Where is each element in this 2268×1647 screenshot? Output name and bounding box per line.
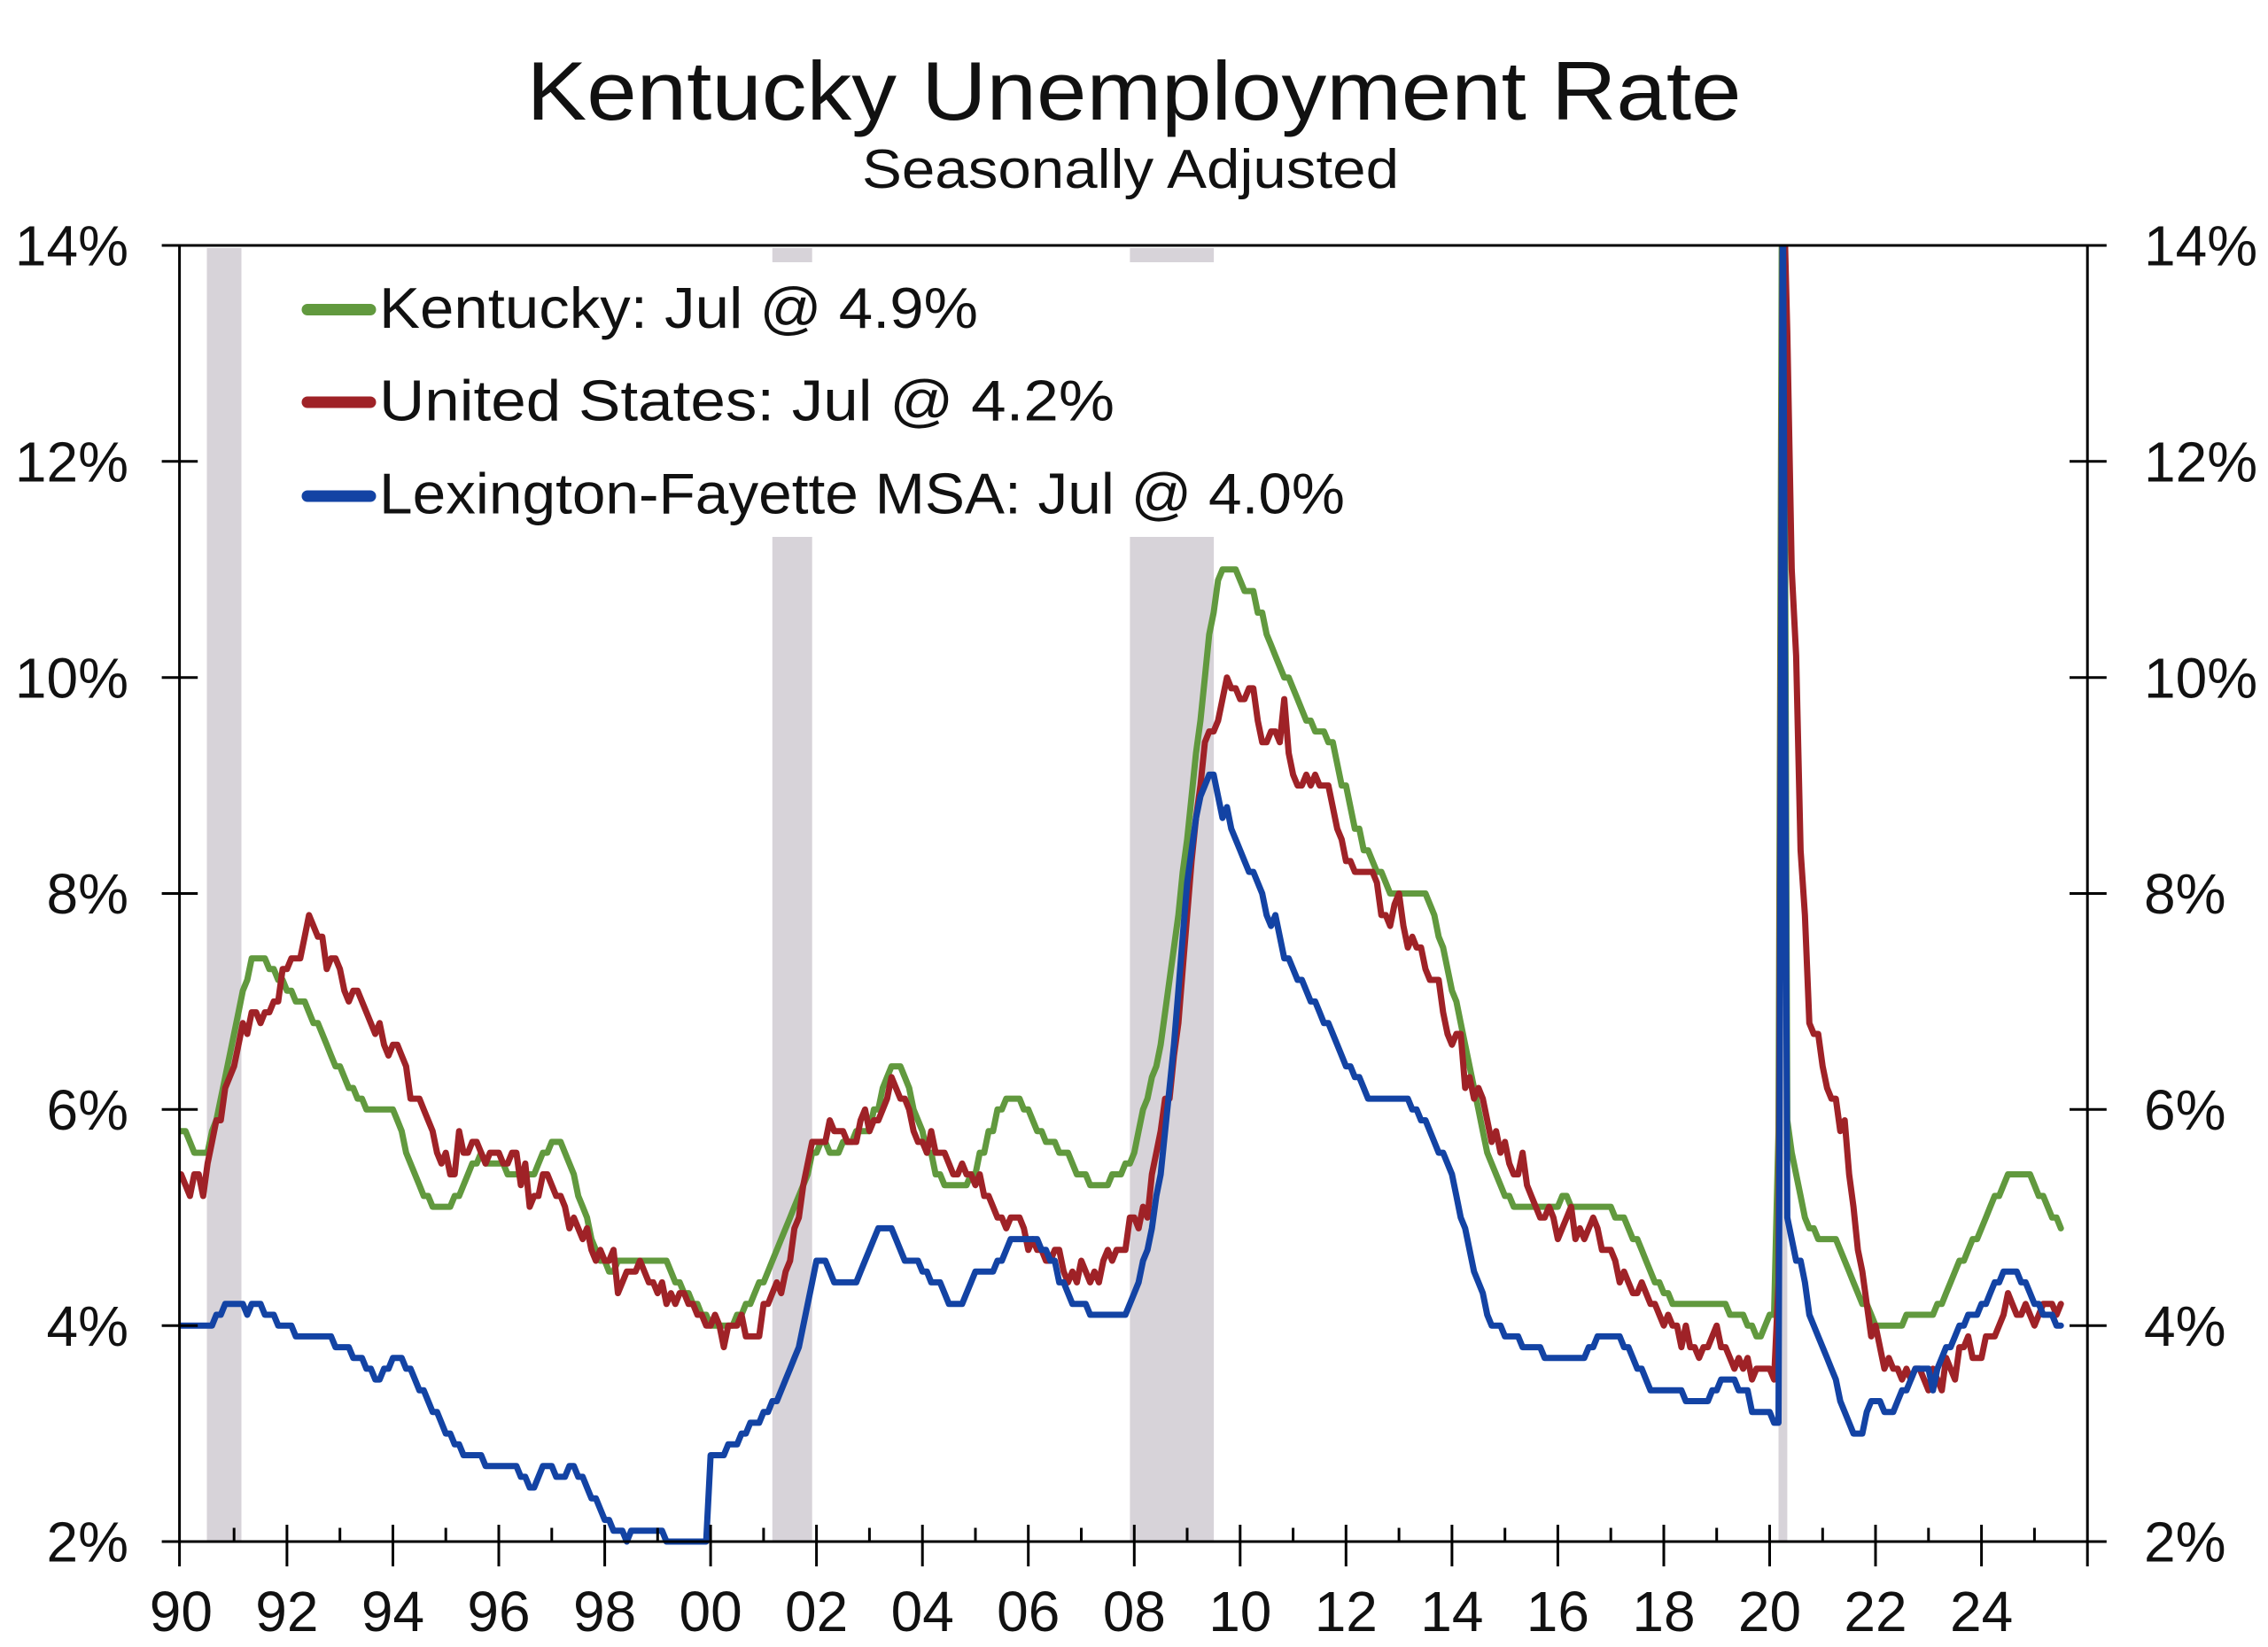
svg-text:94: 94 [361, 1580, 424, 1643]
svg-text:Kentucky: Jul @ 4.9%: Kentucky: Jul @ 4.9% [379, 276, 978, 340]
svg-text:10%: 10% [2144, 646, 2257, 710]
svg-text:22: 22 [1844, 1580, 1907, 1643]
svg-text:14%: 14% [2144, 214, 2257, 278]
svg-text:04: 04 [891, 1580, 954, 1643]
svg-text:08: 08 [1103, 1580, 1166, 1643]
svg-text:12%: 12% [15, 430, 128, 493]
svg-text:14%: 14% [15, 214, 128, 278]
svg-text:16: 16 [1526, 1580, 1589, 1643]
svg-text:8%: 8% [47, 862, 129, 926]
svg-text:Seasonally Adjusted: Seasonally Adjusted [862, 139, 1399, 200]
svg-text:2%: 2% [2144, 1511, 2226, 1574]
svg-text:Lexington-Fayette MSA: Jul @ 4: Lexington-Fayette MSA: Jul @ 4.0% [379, 462, 1345, 526]
svg-text:6%: 6% [2144, 1078, 2226, 1142]
svg-text:10: 10 [1208, 1580, 1271, 1643]
svg-text:4%: 4% [2144, 1294, 2226, 1358]
svg-text:98: 98 [573, 1580, 636, 1643]
svg-text:4%: 4% [47, 1294, 129, 1358]
svg-text:8%: 8% [2144, 862, 2226, 926]
svg-text:20: 20 [1738, 1580, 1801, 1643]
svg-text:14: 14 [1420, 1580, 1483, 1643]
svg-text:90: 90 [150, 1580, 213, 1643]
svg-text:10%: 10% [15, 646, 128, 710]
svg-text:96: 96 [467, 1580, 530, 1643]
svg-text:12%: 12% [2144, 430, 2257, 493]
svg-text:United States: Jul @ 4.2%: United States: Jul @ 4.2% [379, 369, 1115, 433]
svg-text:18: 18 [1632, 1580, 1695, 1643]
svg-text:02: 02 [785, 1580, 848, 1643]
svg-text:92: 92 [255, 1580, 318, 1643]
svg-text:00: 00 [680, 1580, 742, 1643]
svg-text:Kentucky Unemployment Rate: Kentucky Unemployment Rate [527, 44, 1742, 137]
svg-text:06: 06 [997, 1580, 1060, 1643]
svg-text:2%: 2% [47, 1511, 129, 1574]
svg-text:6%: 6% [47, 1078, 129, 1142]
svg-text:12: 12 [1315, 1580, 1378, 1643]
svg-text:24: 24 [1950, 1580, 2013, 1643]
